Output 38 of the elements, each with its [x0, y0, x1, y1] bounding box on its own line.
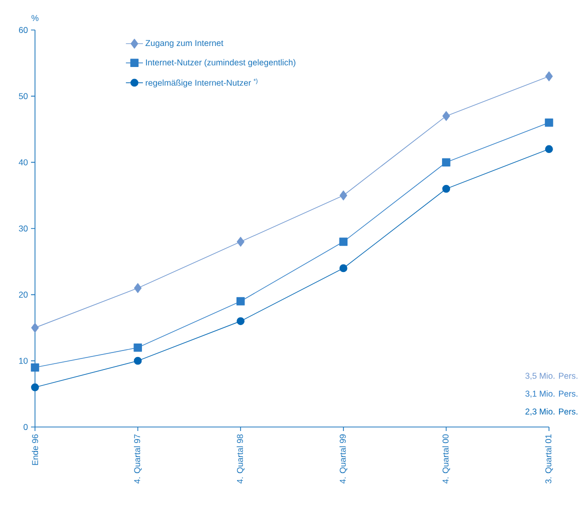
y-tick-label: 10	[19, 358, 28, 364]
point	[134, 283, 142, 293]
point	[442, 158, 450, 166]
legend-label: regelmäßige Internet-Nutzer $^{*)}$	[146, 78, 258, 88]
point	[30, 363, 40, 372]
y-axis-title: %	[32, 15, 38, 21]
x-tick-label: 4. Quartal 97	[134, 434, 142, 484]
point	[545, 71, 553, 82]
point	[442, 111, 450, 121]
y-tick-label: 0	[24, 424, 28, 430]
point	[340, 190, 348, 200]
point	[134, 356, 142, 365]
y-tick-label: 30	[18, 226, 28, 232]
y-tick-label: 40	[18, 159, 28, 166]
x-tick-label: 4. Quartal 00	[442, 434, 450, 484]
point	[236, 297, 245, 306]
point	[236, 317, 245, 326]
point	[545, 145, 553, 154]
point	[442, 184, 450, 193]
legend-label: Internet-Nutzer (zumindest gelegentlich)	[146, 59, 296, 68]
legend-label: Zugang zum Internet	[146, 40, 224, 48]
point	[134, 343, 142, 352]
point	[236, 236, 244, 247]
x-tick-label: 4. Quartal 99	[340, 434, 348, 484]
y-tick-label: 60	[19, 27, 28, 33]
x-tick-label: 3. Quartal 01	[545, 434, 553, 484]
y-tick-label: 20	[18, 292, 28, 298]
point	[339, 238, 348, 246]
annotation: 3,1 Mio. Pers.	[525, 390, 578, 398]
x-tick-label: Ende 96	[32, 434, 38, 465]
point	[31, 383, 39, 392]
point	[31, 322, 39, 333]
point	[339, 264, 348, 272]
y-tick-label: 50	[18, 93, 28, 100]
annotation: 2,3 Mio. Pers.	[526, 408, 578, 416]
point	[544, 118, 554, 127]
annotation: 3,5 Mio. Pers.	[525, 372, 578, 380]
x-tick-label: 4. Quartal 98	[236, 434, 244, 484]
